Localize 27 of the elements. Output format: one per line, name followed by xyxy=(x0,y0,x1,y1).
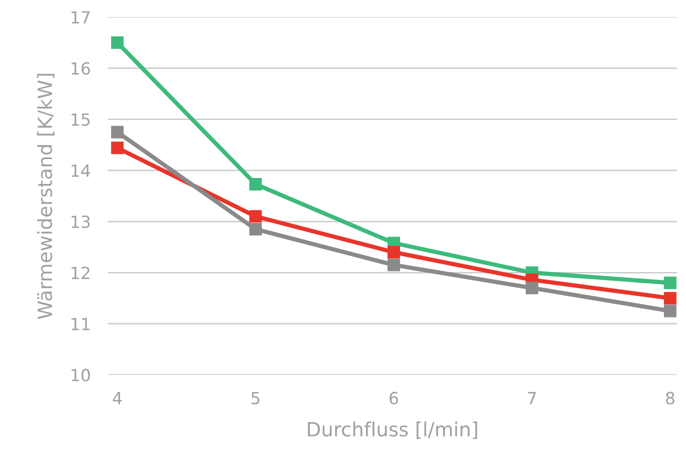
x-tick-label: 4 xyxy=(112,392,122,404)
x-tick-label: 7 xyxy=(528,392,536,404)
x-axis-title: Durchfluss [l/min] xyxy=(308,422,478,439)
y-tick-label: 10 xyxy=(72,368,90,382)
x-tick-label: 5 xyxy=(252,392,260,404)
point xyxy=(111,36,124,49)
point xyxy=(249,210,262,223)
y-tick-label: 11 xyxy=(72,318,90,330)
point xyxy=(111,142,124,154)
y-tick-label: 12 xyxy=(72,266,90,279)
y-axis-title: Wärmewiderstand [K/kW] xyxy=(37,74,54,320)
y-tick-label: 14 xyxy=(72,164,90,177)
point xyxy=(388,258,400,272)
y-tick-label: 13 xyxy=(72,215,90,228)
point xyxy=(249,222,262,236)
point xyxy=(526,282,538,294)
y-tick-label: 15 xyxy=(72,113,90,126)
x-tick-label: 8 xyxy=(666,392,674,404)
y-tick-label: 16 xyxy=(72,62,90,75)
x-tick-label: 6 xyxy=(390,392,398,404)
point xyxy=(111,126,124,138)
y-tick-label: 17 xyxy=(72,11,90,24)
point xyxy=(664,276,676,290)
point xyxy=(388,246,400,258)
point xyxy=(664,304,676,318)
point xyxy=(249,178,262,190)
point xyxy=(664,292,676,304)
